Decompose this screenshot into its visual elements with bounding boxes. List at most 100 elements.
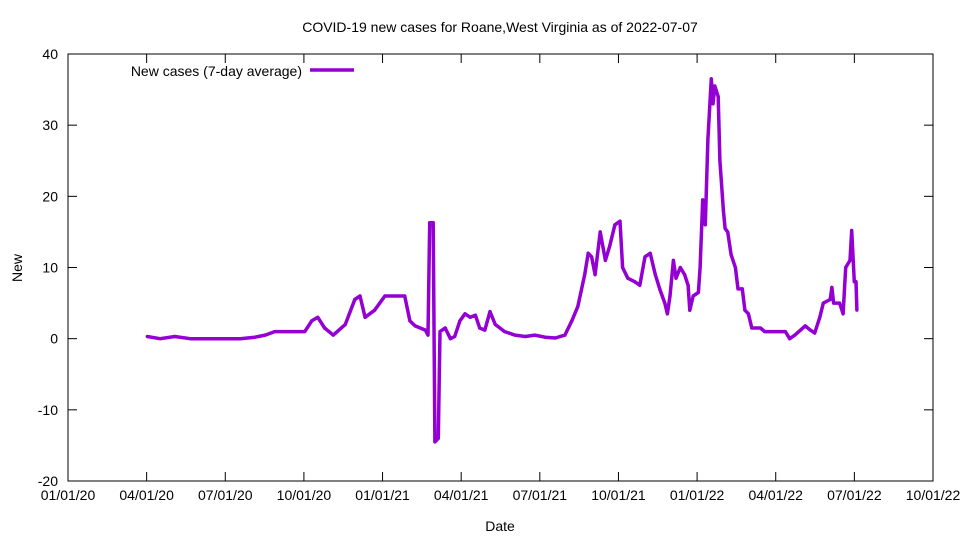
data-point	[310, 319, 314, 323]
data-point	[844, 265, 848, 270]
y-tick-label: 10	[42, 260, 58, 276]
chart-title: COVID-19 new cases for Roane,West Virgin…	[302, 19, 698, 35]
data-point	[841, 312, 845, 316]
data-point	[608, 244, 612, 248]
data-point	[663, 301, 667, 305]
plot-border	[67, 53, 934, 482]
data-point	[750, 326, 754, 330]
x-tick-label: 07/01/20	[198, 487, 253, 503]
data-point	[621, 265, 625, 270]
data-point	[758, 326, 763, 330]
data-point	[543, 335, 547, 339]
x-tick-label: 01/01/21	[355, 487, 410, 503]
data-point	[736, 287, 740, 291]
data-point	[788, 337, 792, 341]
y-tick-label: 20	[42, 188, 58, 204]
data-point	[403, 294, 407, 298]
data-point	[716, 95, 720, 99]
data-point	[711, 102, 715, 106]
data-point	[850, 228, 854, 233]
data-point	[458, 319, 462, 323]
x-tick-label: 10/01/21	[591, 487, 646, 503]
x-tick-label: 01/01/22	[670, 487, 725, 503]
data-point	[533, 333, 537, 337]
legend: New cases (7-day average)	[131, 63, 354, 79]
data-point	[563, 333, 567, 337]
data-point	[423, 328, 428, 332]
data-point	[668, 294, 672, 298]
data-point	[671, 258, 676, 262]
data-point	[763, 329, 767, 334]
data-point	[740, 287, 744, 291]
data-point	[513, 333, 517, 337]
data-point	[593, 273, 597, 277]
x-tick-label: 10/01/22	[906, 487, 960, 503]
data-point	[293, 329, 297, 334]
data-point	[653, 273, 657, 277]
y-tick-label: 40	[42, 46, 58, 62]
data-point	[648, 251, 652, 255]
legend-label: New cases (7-day average)	[131, 63, 302, 79]
data-point	[703, 223, 707, 227]
y-tick-label: -10	[38, 402, 58, 418]
data-point	[553, 336, 558, 340]
data-point	[633, 280, 637, 284]
data-point	[674, 276, 678, 280]
data-point	[203, 337, 207, 341]
data-point	[303, 329, 307, 334]
data-point	[436, 436, 440, 440]
data-point	[570, 319, 574, 323]
series-line-new-cases	[146, 77, 859, 444]
data-point	[173, 334, 177, 339]
data-point	[218, 337, 223, 341]
data-point	[688, 308, 692, 312]
data-point	[358, 294, 362, 298]
data-point	[626, 276, 630, 280]
data-point	[643, 255, 647, 259]
x-tick-label: 07/01/22	[827, 487, 882, 503]
data-point	[686, 283, 690, 287]
y-tick-label: -20	[38, 473, 58, 489]
data-point	[145, 334, 149, 339]
data-point	[821, 301, 825, 305]
data-point	[838, 301, 842, 305]
data-point	[618, 219, 622, 223]
data-point	[709, 77, 713, 81]
data-point	[238, 337, 242, 341]
x-tick-label: 04/01/22	[748, 487, 803, 503]
data-point	[793, 333, 797, 337]
data-point	[701, 198, 705, 202]
data-point	[696, 290, 701, 295]
data-point	[443, 326, 447, 330]
data-point	[855, 308, 859, 312]
y-axis-label: New	[9, 253, 25, 282]
data-point	[783, 329, 787, 334]
data-point	[468, 315, 472, 319]
data-point	[665, 312, 670, 316]
data-point	[854, 280, 858, 284]
x-axis: 01/01/20 04/01/20 07/01/20 10/01/20 01/01/21…	[41, 54, 960, 503]
data-point	[832, 301, 836, 305]
data-point	[503, 329, 507, 334]
data-point	[426, 333, 430, 337]
data-point	[463, 312, 467, 316]
data-point	[413, 324, 417, 328]
data-point	[706, 137, 710, 141]
data-point	[188, 337, 192, 341]
data-point	[658, 287, 662, 291]
x-tick-label: 04/01/21	[434, 487, 489, 503]
data-point	[813, 331, 817, 335]
data-point	[733, 265, 738, 270]
data-point	[158, 337, 162, 341]
data-point	[586, 251, 590, 255]
data-point	[331, 333, 335, 337]
data-point	[713, 84, 717, 88]
data-point	[598, 230, 602, 234]
x-tick-label: 10/01/20	[277, 487, 332, 503]
data-point	[613, 223, 617, 227]
data-point	[523, 334, 527, 339]
data-point	[698, 265, 702, 270]
data-point	[483, 328, 487, 332]
data-point	[583, 273, 587, 277]
